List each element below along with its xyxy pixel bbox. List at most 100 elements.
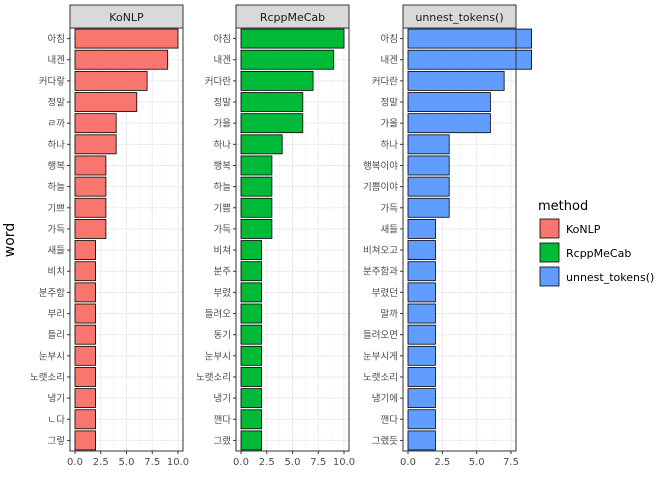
y-tick-label: 분주함과 xyxy=(363,267,398,278)
y-tick-label: 하나 xyxy=(48,139,66,151)
bar xyxy=(407,282,436,303)
x-tick-label: 2.5 xyxy=(434,457,450,468)
y-tick-label: 아침 xyxy=(381,34,398,45)
bar xyxy=(240,303,263,324)
x-tick-label: 7.5 xyxy=(144,457,160,468)
bar xyxy=(407,261,436,282)
bar xyxy=(240,28,345,49)
y-tick-label: 하나 xyxy=(381,139,399,151)
y-tick-label: 부렸 xyxy=(214,287,232,299)
panel-border xyxy=(235,27,350,452)
bar xyxy=(74,409,97,430)
bar xyxy=(74,134,117,155)
legend-key-swatch xyxy=(539,266,560,287)
bar xyxy=(407,92,491,112)
bar xyxy=(74,430,97,451)
bar xyxy=(407,155,450,176)
bar xyxy=(74,113,117,134)
bar xyxy=(74,303,97,324)
y-tick-label: 들리 xyxy=(48,330,65,341)
y-tick-label: 하나 xyxy=(214,139,232,151)
facet-strip-label: KoNLP xyxy=(109,11,144,24)
x-tick-label: 10.0 xyxy=(167,457,189,468)
bar xyxy=(240,324,263,345)
x-tick-label: 2.5 xyxy=(93,457,109,468)
x-tick-label: 0.0 xyxy=(400,457,416,468)
y-tick-label: ㄹ까 xyxy=(48,119,66,130)
y-tick-label: ㄴ다 xyxy=(48,415,66,426)
y-tick-label: 가을 xyxy=(381,119,399,130)
y-tick-label: 눈부시게 xyxy=(363,351,398,362)
y-tick-label: 내겐 xyxy=(48,55,66,66)
bar xyxy=(74,261,97,282)
bar xyxy=(407,49,532,70)
bar xyxy=(240,134,283,155)
bar xyxy=(407,134,450,155)
y-tick-label: 냉기 xyxy=(214,394,231,405)
y-tick-label: 부렸던 xyxy=(372,287,398,299)
bar xyxy=(407,345,436,366)
x-tick-label: 5.0 xyxy=(469,457,485,468)
y-tick-label: 커다란 xyxy=(372,75,398,87)
y-tick-label: 행복 xyxy=(214,160,232,172)
legend-key-label: KoNLP xyxy=(566,223,601,236)
bar xyxy=(407,409,436,430)
bar xyxy=(74,70,148,91)
bar xyxy=(407,197,450,218)
y-tick-label: 아침 xyxy=(214,34,231,45)
y-tick-label: 가득 xyxy=(381,203,399,214)
bar xyxy=(240,113,304,134)
bar xyxy=(240,70,314,91)
bar xyxy=(240,367,263,387)
bar xyxy=(240,240,263,260)
x-tick-label: 2.5 xyxy=(259,457,275,468)
bar xyxy=(74,282,97,303)
bar xyxy=(74,155,107,176)
x-tick-label: 7.5 xyxy=(310,457,326,468)
bar xyxy=(240,430,263,451)
y-tick-label: 새들 xyxy=(48,246,66,257)
bar xyxy=(407,367,436,387)
y-tick-label: 말까 xyxy=(381,308,399,320)
y-tick-label: 정말 xyxy=(48,97,66,109)
y-tick-label: 비쳐 xyxy=(214,245,231,257)
bar xyxy=(407,430,436,451)
bar xyxy=(240,219,273,239)
bar xyxy=(240,176,273,197)
y-tick-label: 들려오면 xyxy=(363,329,398,341)
legend-key-swatch xyxy=(539,218,560,239)
y-tick-label: 부리 xyxy=(48,309,65,320)
y-tick-label: 분주 xyxy=(214,267,232,278)
y-tick-label: 동기 xyxy=(214,330,231,341)
x-tick-label: 10.0 xyxy=(333,457,355,468)
bar xyxy=(407,70,505,91)
y-tick-label: 비쳐오고 xyxy=(363,245,398,257)
bar xyxy=(240,345,263,366)
y-tick-label: 기쁘 xyxy=(48,203,66,214)
y-tick-label: 비치 xyxy=(48,266,65,278)
bar xyxy=(74,367,97,387)
bar xyxy=(74,197,107,218)
bar xyxy=(407,176,450,197)
legend-key-label: RcppMeCab xyxy=(566,247,631,260)
bar xyxy=(240,49,335,70)
legend-key-label: unnest_tokens() xyxy=(566,271,654,284)
y-tick-label: 행복이야 xyxy=(363,160,398,172)
y-tick-label: 냉기 xyxy=(48,394,65,405)
panel-border xyxy=(402,27,517,452)
bar xyxy=(74,219,107,239)
y-tick-label: 노랫소리 xyxy=(196,372,231,383)
y-tick-label: 눈부시 xyxy=(205,351,231,362)
y-tick-label: 기쁨이야 xyxy=(363,182,398,193)
bar xyxy=(407,219,436,239)
bar xyxy=(240,197,273,218)
bar xyxy=(407,113,491,134)
y-axis-title: word xyxy=(2,223,18,257)
y-tick-label: 가득 xyxy=(48,224,66,235)
y-tick-label: 가을 xyxy=(214,119,232,130)
x-tick-label: 0.0 xyxy=(233,457,249,468)
bar xyxy=(407,324,436,345)
bar xyxy=(74,324,97,345)
bar xyxy=(74,92,138,112)
